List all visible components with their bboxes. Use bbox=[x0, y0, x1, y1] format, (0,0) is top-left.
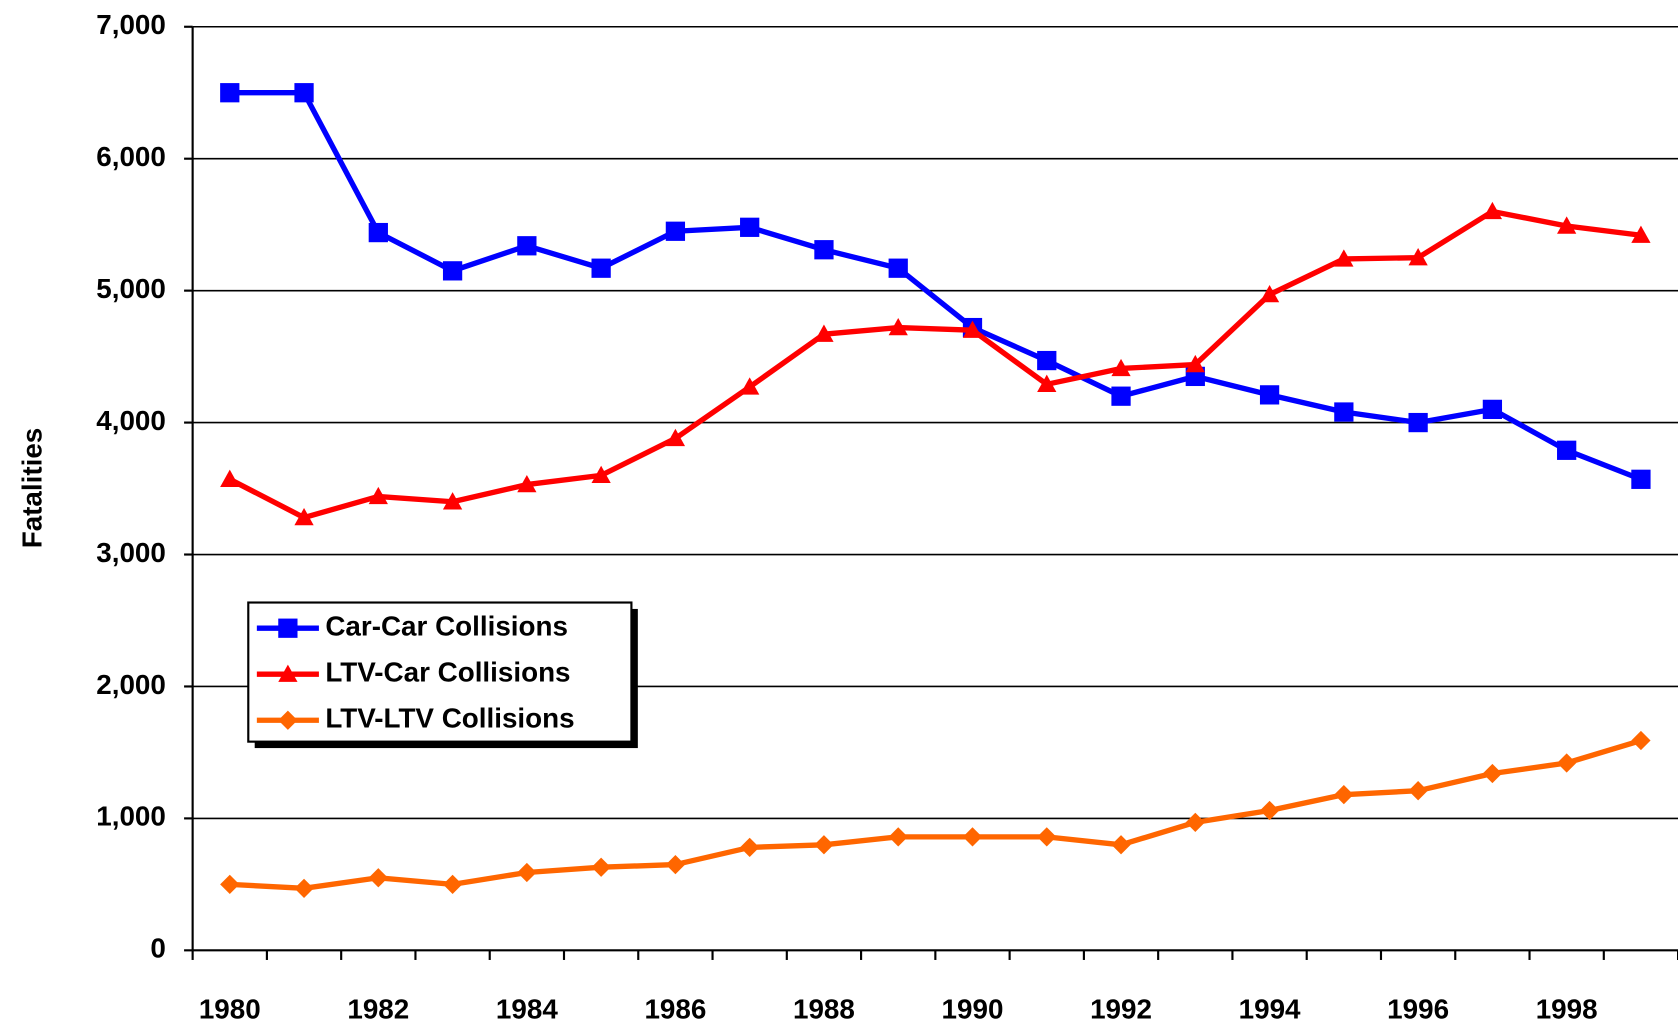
marker bbox=[1631, 225, 1651, 243]
marker bbox=[591, 465, 611, 484]
y-tick-label: 5,000 bbox=[96, 273, 166, 304]
marker bbox=[962, 320, 983, 338]
marker bbox=[665, 854, 686, 875]
marker bbox=[740, 217, 760, 237]
marker bbox=[368, 486, 388, 505]
marker bbox=[1482, 201, 1503, 220]
marker bbox=[1408, 248, 1428, 266]
marker bbox=[1482, 399, 1503, 420]
marker bbox=[442, 492, 463, 510]
marker bbox=[278, 618, 298, 638]
marker bbox=[442, 261, 463, 281]
marker bbox=[1408, 781, 1428, 801]
marker bbox=[1631, 469, 1651, 489]
marker bbox=[1037, 374, 1057, 393]
marker bbox=[591, 857, 611, 877]
x-tick-label: 1992 bbox=[1090, 994, 1152, 1025]
marker bbox=[220, 469, 240, 488]
y-axis-label: Fatalities bbox=[17, 428, 48, 549]
marker bbox=[888, 317, 908, 336]
marker bbox=[517, 474, 537, 493]
marker bbox=[1482, 763, 1503, 784]
marker bbox=[442, 874, 463, 894]
marker bbox=[1185, 812, 1205, 832]
x-tick-label: 1982 bbox=[347, 994, 409, 1025]
marker bbox=[1037, 827, 1057, 847]
marker bbox=[814, 324, 834, 342]
marker bbox=[220, 874, 240, 894]
series-line bbox=[229, 737, 1642, 892]
legend-label: LTV-LTV Collisions bbox=[325, 703, 574, 734]
marker bbox=[740, 377, 760, 395]
marker bbox=[1334, 249, 1354, 267]
marker bbox=[517, 236, 537, 256]
marker bbox=[1334, 402, 1354, 422]
legend: Car-Car Collisions LTV-Car Collisions LTV-… bbox=[247, 601, 638, 749]
marker bbox=[368, 222, 388, 243]
marker bbox=[294, 507, 314, 526]
y-tick-label: 3,000 bbox=[96, 537, 166, 568]
x-tick-label: 1986 bbox=[644, 994, 706, 1025]
marker bbox=[1557, 216, 1577, 234]
x-tick-label: 1988 bbox=[793, 994, 855, 1025]
y-tick-label: 0 bbox=[150, 933, 165, 964]
marker bbox=[294, 83, 314, 103]
series-line bbox=[228, 208, 1642, 521]
marker bbox=[1631, 730, 1651, 751]
marker bbox=[1259, 284, 1280, 303]
marker bbox=[1557, 440, 1577, 460]
series-line bbox=[229, 90, 1642, 482]
marker bbox=[888, 827, 908, 847]
x-tick-label: 1994 bbox=[1239, 994, 1301, 1025]
marker bbox=[1111, 386, 1131, 406]
marker bbox=[1185, 354, 1205, 373]
marker bbox=[814, 240, 834, 260]
x-tick-label: 1990 bbox=[942, 994, 1004, 1025]
marker bbox=[740, 837, 760, 858]
y-tick-label: 4,000 bbox=[96, 405, 166, 436]
marker bbox=[1334, 785, 1354, 805]
marker bbox=[1111, 358, 1131, 377]
marker bbox=[220, 83, 240, 103]
y-tick-label: 2,000 bbox=[96, 669, 166, 700]
marker bbox=[1259, 385, 1280, 405]
marker bbox=[1408, 412, 1428, 433]
y-tick-label: 6,000 bbox=[96, 141, 166, 172]
marker bbox=[665, 428, 686, 447]
marker bbox=[888, 258, 908, 278]
x-tick-label: 1998 bbox=[1536, 994, 1598, 1025]
y-tick-label: 7,000 bbox=[96, 9, 166, 40]
marker bbox=[368, 868, 388, 888]
x-tick-label: 1980 bbox=[199, 994, 261, 1025]
legend-label: LTV-Car Collisions bbox=[325, 657, 570, 688]
x-tick-label: 1996 bbox=[1387, 994, 1449, 1025]
legend-label: Car-Car Collisions bbox=[325, 611, 568, 642]
marker bbox=[1557, 753, 1577, 773]
marker bbox=[1111, 835, 1131, 855]
marker bbox=[665, 221, 686, 241]
marker bbox=[814, 835, 834, 855]
x-tick-label: 1984 bbox=[496, 994, 558, 1025]
marker bbox=[294, 878, 314, 898]
marker bbox=[1259, 800, 1280, 821]
y-tick-label: 1,000 bbox=[96, 801, 166, 832]
marker bbox=[517, 862, 537, 883]
plot-root: Fatalities 0 1,000 2,000 3,000 4,000 5,000 6,0… bbox=[17, 9, 1678, 1025]
marker bbox=[1037, 350, 1057, 371]
marker bbox=[962, 827, 983, 847]
marker bbox=[278, 664, 298, 682]
marker bbox=[591, 258, 611, 278]
